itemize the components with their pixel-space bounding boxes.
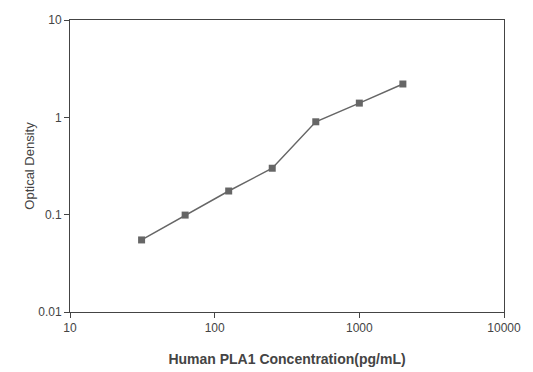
svg-text:1: 1 [55, 111, 62, 125]
svg-text:10: 10 [63, 321, 77, 335]
svg-text:Optical Density: Optical Density [22, 122, 37, 210]
svg-text:0.01: 0.01 [38, 305, 62, 319]
svg-text:0.1: 0.1 [45, 208, 62, 222]
svg-text:10000: 10000 [487, 321, 521, 335]
svg-text:100: 100 [205, 321, 225, 335]
svg-text:1000: 1000 [346, 321, 373, 335]
svg-text:Human PLA1 Concentration(pg/mL: Human PLA1 Concentration(pg/mL) [168, 351, 405, 367]
svg-text:10: 10 [48, 13, 62, 27]
